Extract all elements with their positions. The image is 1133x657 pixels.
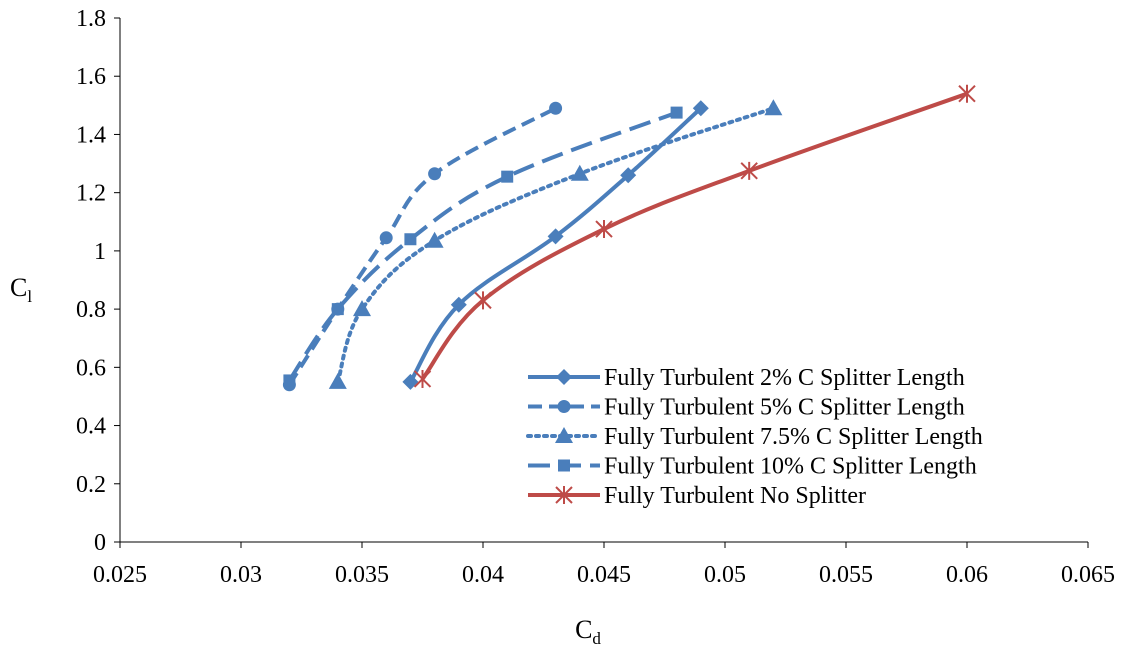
legend-item: Fully Turbulent 2% C Splitter Length — [528, 365, 965, 391]
marker-diamond — [450, 296, 467, 313]
marker-asterisk — [595, 220, 613, 239]
legend-label: Fully Turbulent 10% C Splitter Length — [604, 454, 977, 480]
series-2 — [282, 101, 563, 392]
marker-asterisk — [555, 486, 573, 504]
y-tick-label: 0.2 — [76, 472, 106, 498]
marker-triangle — [555, 427, 573, 443]
x-tick-label: 0.035 — [335, 562, 389, 588]
legend-label: Fully Turbulent 2% C Splitter Length — [604, 365, 965, 391]
marker-circle — [557, 400, 571, 413]
marker-diamond — [402, 373, 419, 390]
y-tick-label: 1.6 — [76, 64, 106, 90]
y-tick-label: 0.6 — [76, 355, 106, 381]
legend-item: Fully Turbulent 7.5% C Splitter Length — [526, 424, 983, 450]
marker-asterisk — [474, 291, 492, 310]
marker-diamond — [556, 369, 572, 385]
x-tick-label: 0.055 — [819, 562, 873, 588]
legend-label: Fully Turbulent 7.5% C Splitter Length — [604, 424, 983, 450]
marker-square — [331, 303, 344, 316]
marker-triangle — [570, 164, 589, 181]
x-tick-label: 0.025 — [93, 562, 147, 588]
series-line — [335, 106, 776, 384]
x-axis-title: Cd — [575, 615, 601, 648]
x-tick-label: 0.045 — [577, 562, 631, 588]
legend-label: Fully Turbulent 5% C Splitter Length — [604, 395, 965, 421]
legend: Fully Turbulent 2% C Splitter Length Full… — [526, 365, 983, 509]
marker-triangle — [425, 231, 444, 248]
legend-label: Fully Turbulent No Splitter — [604, 483, 866, 509]
series-line — [287, 106, 557, 386]
marker-diamond — [547, 228, 564, 245]
x-tick-label: 0.05 — [704, 562, 746, 588]
marker-triangle — [764, 99, 783, 116]
marker-triangle — [328, 372, 347, 389]
marker-square — [404, 233, 417, 246]
x-tick-label: 0.065 — [1061, 562, 1115, 588]
y-tick-label: 0.8 — [76, 297, 106, 323]
series-layer — [282, 84, 976, 392]
marker-square — [558, 459, 570, 472]
marker-circle — [428, 167, 442, 181]
legend-item: Fully Turbulent No Splitter — [528, 483, 866, 509]
marker-square — [501, 170, 514, 183]
x-tick-label: 0.03 — [220, 562, 262, 588]
series-line — [408, 106, 703, 383]
y-axis-ticks: 0 0.2 0.4 0.6 0.8 1 1.2 1.4 1.6 1.8 — [76, 6, 120, 556]
y-tick-label: 1.8 — [76, 6, 106, 32]
marker-circle — [379, 231, 393, 245]
y-tick-label: 0 — [94, 530, 106, 556]
x-axis-ticks: 0.025 0.03 0.035 0.04 0.045 0.05 0.055 0.06 0.06… — [93, 542, 1115, 588]
y-tick-label: 0.4 — [76, 414, 106, 440]
legend-item: Fully Turbulent 5% C Splitter Length — [528, 395, 965, 421]
marker-square — [670, 106, 683, 119]
series-5 — [413, 84, 976, 388]
marker-circle — [549, 101, 563, 115]
series-4 — [283, 106, 683, 387]
marker-square — [283, 374, 296, 387]
marker-diamond — [692, 100, 709, 117]
marker-asterisk — [413, 369, 432, 388]
series-line — [420, 91, 968, 381]
series-1 — [402, 100, 709, 390]
y-tick-label: 1 — [94, 239, 106, 265]
y-tick-label: 1.4 — [76, 122, 106, 148]
y-tick-label: 1.2 — [76, 181, 106, 207]
marker-diamond — [620, 167, 637, 184]
x-tick-label: 0.06 — [946, 562, 988, 588]
x-tick-label: 0.04 — [462, 562, 504, 588]
marker-asterisk — [740, 161, 758, 180]
series-line — [287, 110, 678, 382]
series-3 — [328, 99, 783, 389]
legend-item: Fully Turbulent 10% C Splitter Length — [528, 454, 977, 480]
y-axis-title: Cl — [10, 273, 32, 306]
marker-triangle — [353, 300, 371, 317]
marker-asterisk — [958, 84, 976, 103]
